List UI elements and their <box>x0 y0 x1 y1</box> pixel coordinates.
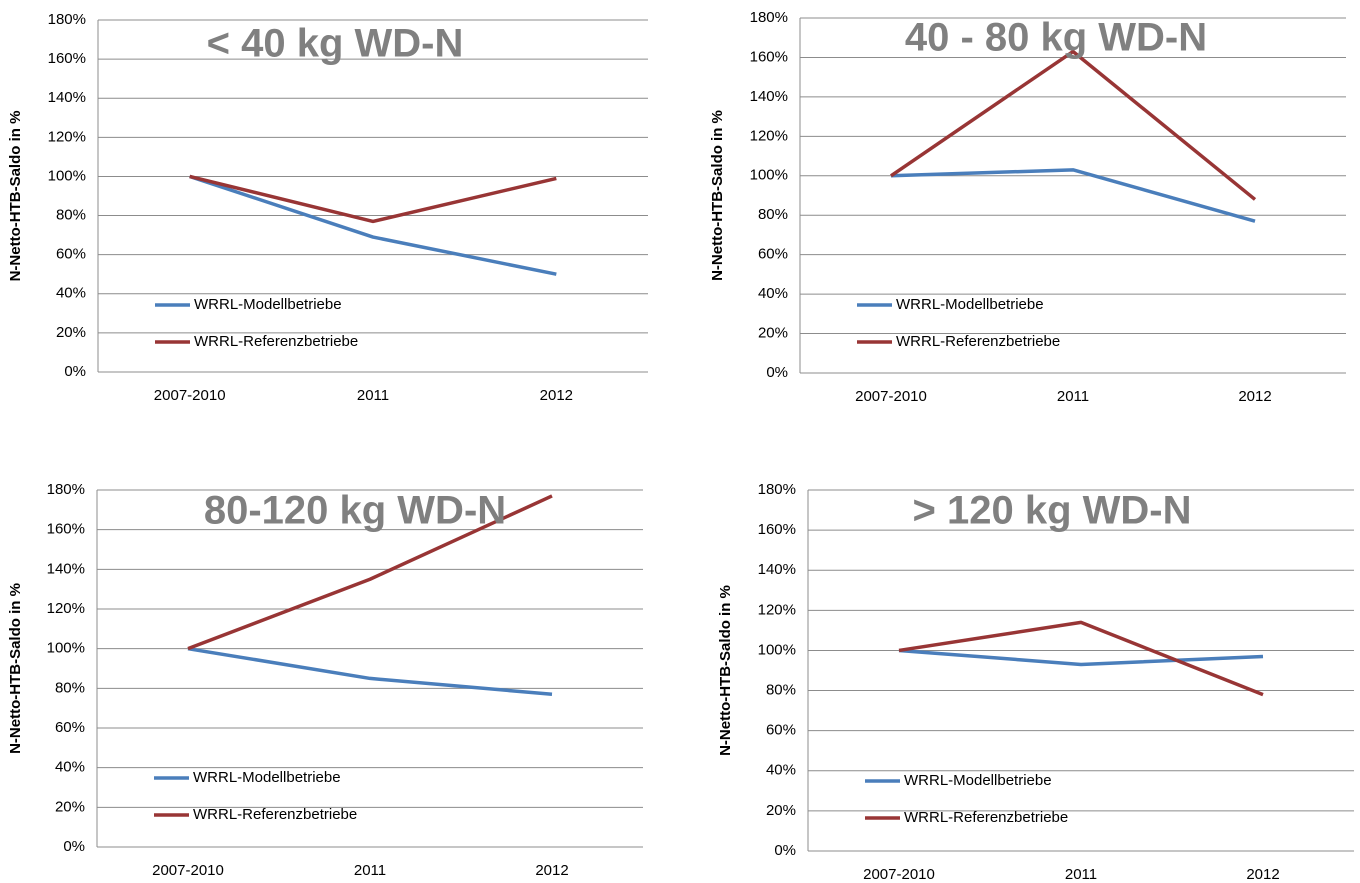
y-tick-label: 60% <box>758 246 788 263</box>
series-line <box>189 174 557 224</box>
y-tick-label: 60% <box>766 722 796 739</box>
y-tick-label: 80% <box>758 206 788 223</box>
y-tick-label: 140% <box>47 560 85 577</box>
legend-label: WRRL-Referenzbetriebe <box>904 809 1068 826</box>
chart-title: 40 - 80 kg WD-N <box>905 16 1207 60</box>
y-tick-label: 180% <box>758 481 796 498</box>
y-tick-label: 20% <box>56 324 86 341</box>
series-line <box>187 494 553 651</box>
y-tick-label: 140% <box>750 88 788 105</box>
legend-label: WRRL-Referenzbetriebe <box>896 333 1060 350</box>
y-tick-label: 60% <box>56 246 86 263</box>
y-tick-label: 160% <box>47 521 85 538</box>
x-tick-label: 2007-2010 <box>855 388 927 405</box>
x-tick-label: 2011 <box>354 862 386 879</box>
y-tick-label: 180% <box>48 11 86 28</box>
y-tick-label: 120% <box>750 127 788 144</box>
y-tick-label: 100% <box>758 641 796 658</box>
chart-title: 80-120 kg WD-N <box>204 489 506 533</box>
y-tick-label: 120% <box>47 600 85 617</box>
x-tick-label: 2007-2010 <box>154 387 226 404</box>
legend-label: WRRL-Modellbetriebe <box>904 772 1052 789</box>
y-tick-label: 100% <box>750 167 788 184</box>
series-line <box>890 49 1257 201</box>
y-axis-title: N-Netto-HTB-Saldo in % <box>7 583 24 754</box>
y-axis-title: N-Netto-HTB-Saldo in % <box>709 110 726 281</box>
y-axis-title: N-Netto-HTB-Saldo in % <box>717 585 734 756</box>
x-tick-label: 2011 <box>1057 388 1089 405</box>
y-tick-label: 160% <box>48 50 86 67</box>
y-tick-label: 0% <box>766 364 788 381</box>
y-tick-label: 180% <box>47 481 85 498</box>
y-tick-label: 0% <box>774 842 796 859</box>
series-line <box>898 620 1264 697</box>
chart-title: > 120 kg WD-N <box>913 489 1192 533</box>
y-tick-label: 80% <box>56 207 86 224</box>
y-tick-label: 40% <box>758 285 788 302</box>
x-tick-label: 2011 <box>357 387 389 404</box>
y-tick-label: 40% <box>55 759 85 776</box>
y-tick-label: 120% <box>758 601 796 618</box>
y-axis-title: N-Netto-HTB-Saldo in % <box>7 111 24 282</box>
y-tick-label: 20% <box>766 802 796 819</box>
y-tick-label: 80% <box>766 682 796 699</box>
y-tick-label: 60% <box>55 719 85 736</box>
y-tick-label: 180% <box>750 9 788 26</box>
y-tick-label: 40% <box>56 285 86 302</box>
x-tick-label: 2007-2010 <box>863 866 935 883</box>
series-line <box>890 168 1256 223</box>
chart-title: < 40 kg WD-N <box>207 22 464 66</box>
legend-label: WRRL-Modellbetriebe <box>896 296 1044 313</box>
legend-label: WRRL-Modellbetriebe <box>194 296 342 313</box>
y-tick-label: 20% <box>55 798 85 815</box>
y-tick-label: 100% <box>47 640 85 657</box>
x-tick-label: 2011 <box>1065 866 1097 883</box>
y-tick-label: 160% <box>758 521 796 538</box>
y-tick-label: 120% <box>48 128 86 145</box>
y-tick-label: 160% <box>750 48 788 65</box>
x-tick-label: 2007-2010 <box>152 862 224 879</box>
x-tick-label: 2012 <box>535 862 568 879</box>
legend-label: WRRL-Modellbetriebe <box>193 769 341 786</box>
y-tick-label: 40% <box>766 762 796 779</box>
y-tick-label: 80% <box>55 679 85 696</box>
series-line <box>189 174 557 276</box>
legend-label: WRRL-Referenzbetriebe <box>193 806 357 823</box>
x-tick-label: 2012 <box>540 387 573 404</box>
y-tick-label: 0% <box>64 363 86 380</box>
legend-label: WRRL-Referenzbetriebe <box>194 333 358 350</box>
y-tick-label: 0% <box>63 838 85 855</box>
y-tick-label: 140% <box>758 561 796 578</box>
y-tick-label: 140% <box>48 89 86 106</box>
series-line <box>187 646 553 697</box>
x-tick-label: 2012 <box>1246 866 1279 883</box>
y-tick-label: 20% <box>758 325 788 342</box>
y-tick-label: 100% <box>48 167 86 184</box>
x-tick-label: 2012 <box>1238 388 1271 405</box>
series-line <box>898 648 1264 667</box>
